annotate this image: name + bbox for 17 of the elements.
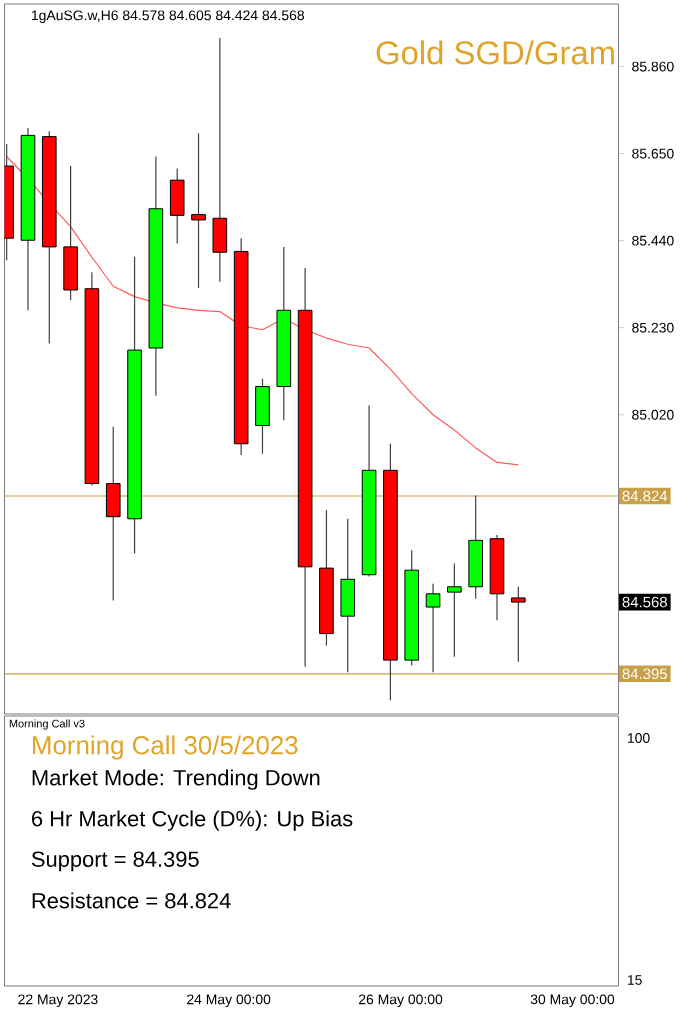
text: 6 Hr Market Cycle (D%): Up Bias — [31, 810, 353, 831]
candlestick — [510, 586, 526, 663]
candlestick — [63, 165, 78, 301]
text: Gold SGD/Gram — [376, 40, 614, 65]
candlestick — [169, 167, 185, 245]
candlestick — [446, 562, 462, 658]
text: Resistance = 84.824 — [32, 892, 231, 909]
candlestick — [105, 426, 121, 602]
text: Support = 84.395 — [31, 851, 199, 872]
candlestick — [468, 494, 483, 600]
text: Market Mode: Trending Down — [32, 769, 320, 790]
candlestick — [425, 583, 441, 673]
candlestick — [190, 132, 206, 289]
candlestick — [212, 37, 227, 283]
candlestick — [254, 378, 270, 455]
text: Morning Call 30/5/2023 — [32, 735, 298, 760]
candlestick — [340, 518, 355, 673]
